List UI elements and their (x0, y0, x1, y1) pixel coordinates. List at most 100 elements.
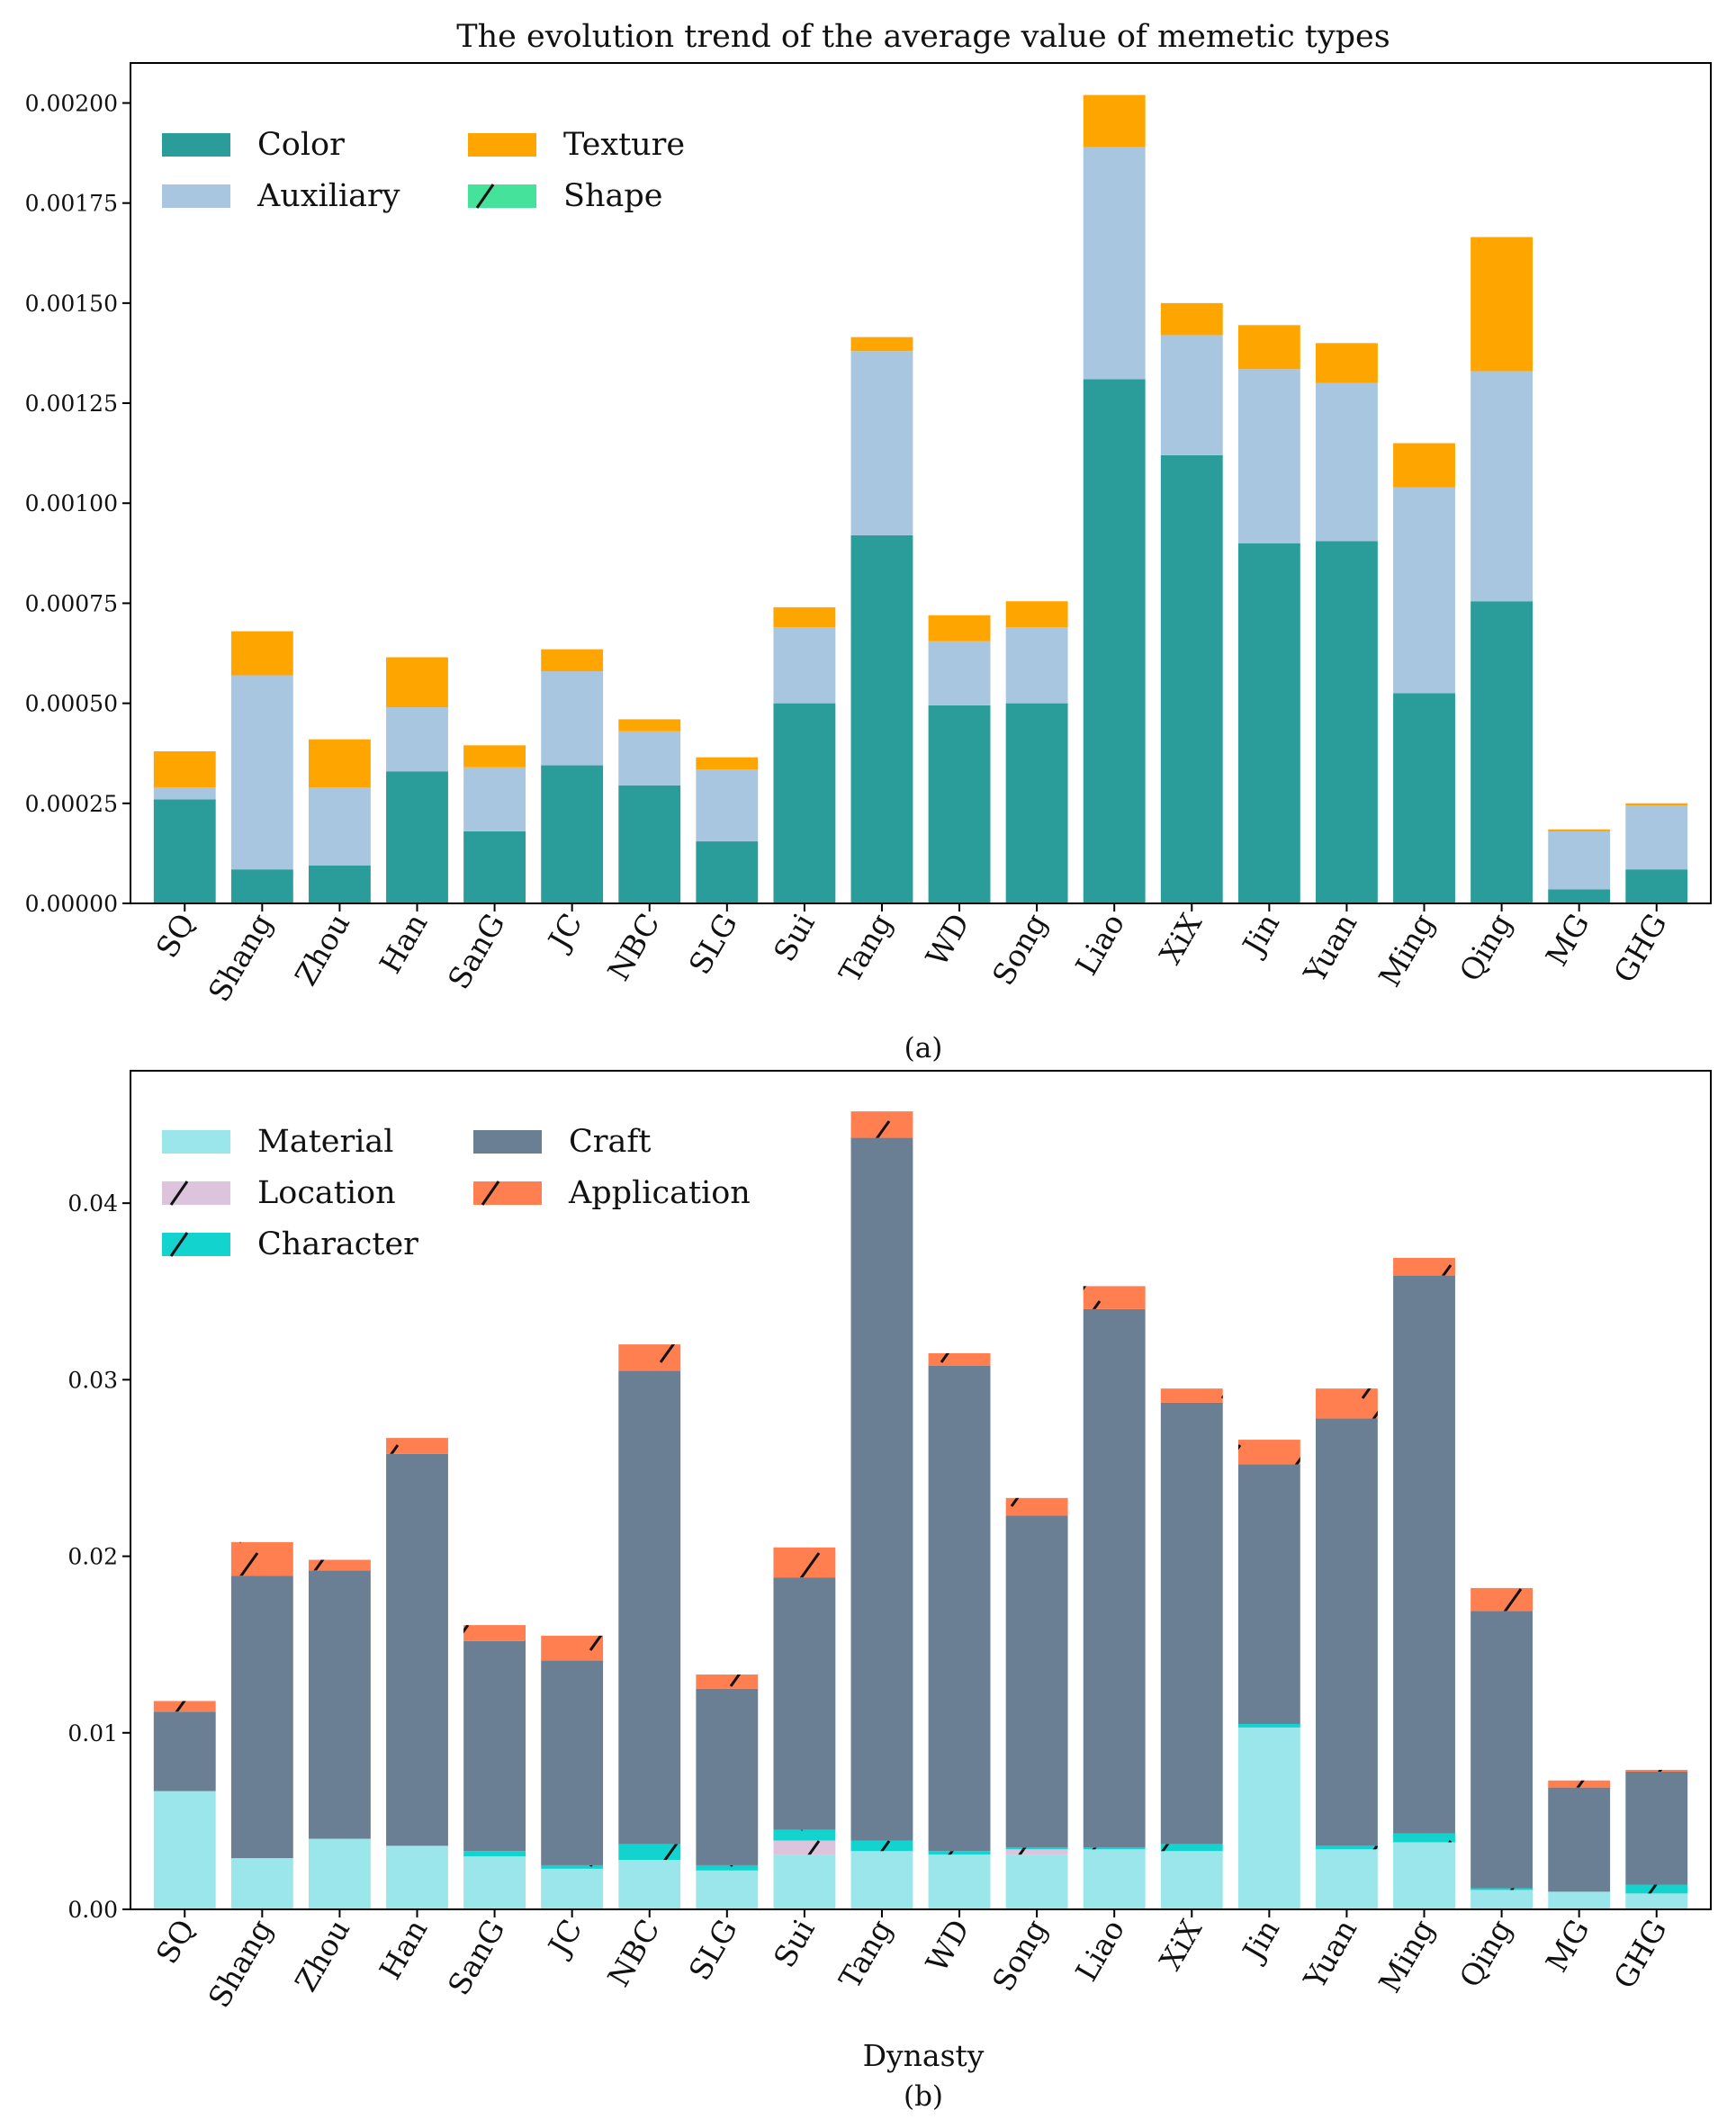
chart-a-bar-texture-wd (928, 615, 991, 642)
chart-b-bar-hatch-character-xix (1160, 1844, 1223, 1852)
chart-b-bar-craft-yuan (1316, 1418, 1378, 1846)
chart-a-x-tick-label-jc: JC (540, 908, 589, 957)
chart-b-bar-material-han (386, 1845, 448, 1909)
chart-b-bar-hatch-character-yuan (1316, 1845, 1378, 1850)
chart-b-bar-material-slg (696, 1870, 759, 1909)
chart-a-bar-auxiliary-yuan (1316, 382, 1378, 542)
chart-b-bar-hatch-application-jc (541, 1635, 604, 1661)
chart-b: 0.00 0.01 0.02 0.03 0.04 SQ Shang Zhou Han SanG J… (67, 1070, 1712, 2113)
chart-b-legend-label-location: Location (257, 1175, 396, 1211)
chart-b-bar-material-jin (1237, 1727, 1300, 1909)
chart-a-bar-texture-sang (463, 745, 526, 768)
chart-b-bar-hatch-character-jin (1237, 1723, 1300, 1728)
chart-b-bar-hatch-application-yuan (1316, 1388, 1378, 1419)
chart-a-bar-color-nbc (618, 785, 681, 903)
chart-b-bar-material-song (1005, 1854, 1068, 1909)
chart-a-y-tick-label: 0.00025 (25, 791, 118, 817)
chart-a-bar-auxiliary-mg (1548, 831, 1611, 890)
chart-b-bar-hatch-application-sang (463, 1625, 526, 1641)
chart-b-x-tick-label-xix: XiX (1153, 1913, 1210, 1976)
chart-b-bar-material-jc (541, 1868, 604, 1909)
chart-b-legend-hatch-character (169, 1232, 189, 1257)
chart-a-bar-color-ghg (1625, 869, 1688, 903)
chart-b-x-tick-label-ming: Ming (1372, 1914, 1441, 1999)
chart-a-bar-auxiliary-wd (928, 641, 991, 705)
chart-a-y-tick-label: 0.00100 (25, 490, 118, 516)
chart-b-bar-material-liao (1083, 1849, 1146, 1909)
chart-a-bar-texture-xix (1160, 302, 1223, 336)
chart-b-bar-hatch-application-sq (153, 1701, 216, 1712)
chart-a-bar-color-sang (463, 831, 526, 903)
chart-a-x-tick-label-slg: SLG (682, 908, 744, 981)
chart-b-x-tick-label-liao: Liao (1068, 1914, 1131, 1988)
chart-b-bar-hatch-character-ghg (1625, 1884, 1688, 1894)
chart-b-x-tick-label-qing: Qing (1453, 1914, 1519, 1994)
chart-b-bar-material-yuan (1316, 1849, 1378, 1909)
chart-a-bar-texture-han (386, 657, 448, 708)
chart-b-legend-label-material: Material (257, 1124, 393, 1160)
chart-a-bar-color-sq (153, 799, 216, 903)
chart-a-bar-auxiliary-ming (1393, 487, 1455, 694)
chart-a-bar-color-zhou (308, 865, 371, 903)
chart-a-bar-color-wd (928, 705, 991, 903)
chart-b-bar-material-tang (850, 1851, 913, 1909)
chart-b-x-tick-label-slg: SLG (682, 1914, 744, 1987)
chart-a-legend-swatch-auxiliary (162, 184, 230, 208)
chart-b-bar-hatch-character-song (1005, 1847, 1068, 1850)
chart-a-x-tick-label-mg: MG (1539, 908, 1597, 973)
chart-a-bar-auxiliary-han (386, 707, 448, 772)
chart-b-bar-craft-sang (463, 1640, 526, 1852)
chart-b-bar-craft-jc (541, 1660, 604, 1865)
chart-a-x-axis: SQ Shang Zhou Han SanG JC NBC SLG Sui Tang WD Song L… (149, 903, 1674, 1008)
chart-a-bar-auxiliary-song (1005, 627, 1068, 704)
chart-b-bar-material-sang (463, 1856, 526, 1909)
chart-a-legend: Color Auxiliary Texture Shape (162, 127, 685, 214)
chart-b-y-axis: 0.00 0.01 0.02 0.03 0.04 (67, 1190, 130, 1923)
chart-a-bar-color-xix (1160, 454, 1223, 903)
chart-a-title: The evolution trend of the average value… (456, 19, 1390, 55)
chart-a-bar-auxiliary-tang (850, 351, 913, 535)
chart-b-bar-hatch-character-sang (463, 1851, 526, 1857)
chart-a-bar-color-jc (541, 765, 604, 903)
chart-b-y-tick-label: 0.04 (67, 1190, 118, 1217)
chart-a-bar-color-shang (230, 869, 293, 903)
chart-a-bar-texture-slg (696, 757, 759, 770)
chart-b-x-tick-label-jin: Jin (1234, 1914, 1286, 1969)
chart-b-bar-craft-zhou (308, 1570, 371, 1839)
chart-b-bar-hatch-application-wd (928, 1352, 991, 1366)
chart-a-x-tick-label-ming: Ming (1372, 908, 1441, 993)
chart-b-bar-craft-slg (696, 1688, 759, 1865)
chart-a-bar-texture-sui (773, 606, 836, 628)
chart-b-x-tick-label-ghg: GHG (1606, 1914, 1674, 1995)
chart-a-x-tick-label-yuan: Yuan (1297, 908, 1364, 990)
chart-b-bar-hatch-application-han (386, 1438, 448, 1454)
chart-a-bar-color-mg (1548, 889, 1611, 903)
chart-b-y-tick-label: 0.00 (67, 1897, 118, 1923)
chart-b-legend-hatch-location (169, 1181, 189, 1206)
chart-b-bar-material-sui (773, 1854, 836, 1909)
chart-a-x-tick-label-nbc: NBC (600, 908, 666, 987)
chart-a-bar-color-ming (1393, 693, 1455, 903)
chart-b-bar-hatch-application-slg (696, 1675, 759, 1689)
chart-a-x-tick-label-wd: WD (919, 908, 976, 973)
chart-b-x-tick-label-sui: Sui (767, 1914, 822, 1974)
chart-a-bar-auxiliary-shang (230, 675, 293, 870)
chart-b-legend-label-application: Application (568, 1175, 751, 1211)
chart-a-bar-texture-mg (1548, 829, 1611, 831)
chart-a-x-tick-label-zhou: Zhou (288, 908, 356, 992)
chart-b-bar-craft-han (386, 1453, 448, 1846)
chart-b-bar-hatch-application-ming (1393, 1257, 1455, 1276)
chart-a-bar-color-han (386, 771, 448, 903)
chart-b-xlabel: Dynasty (863, 2038, 985, 2073)
chart-b-legend-label-character: Character (257, 1226, 418, 1262)
chart-b-bar-craft-mg (1548, 1787, 1611, 1892)
chart-b-bar-hatch-character-ming (1393, 1833, 1455, 1843)
chart-a-bar-auxiliary-qing (1471, 371, 1534, 602)
chart-a-legend-label-texture: Texture (563, 127, 685, 163)
chart-a-bar-texture-sq (153, 750, 216, 788)
chart-b-bar-hatch-location-sui (773, 1840, 836, 1855)
chart-a-legend-swatch-color (162, 133, 230, 157)
chart-a-bar-texture-jin (1237, 325, 1300, 370)
chart-b-bar-material-shang (230, 1858, 293, 1909)
